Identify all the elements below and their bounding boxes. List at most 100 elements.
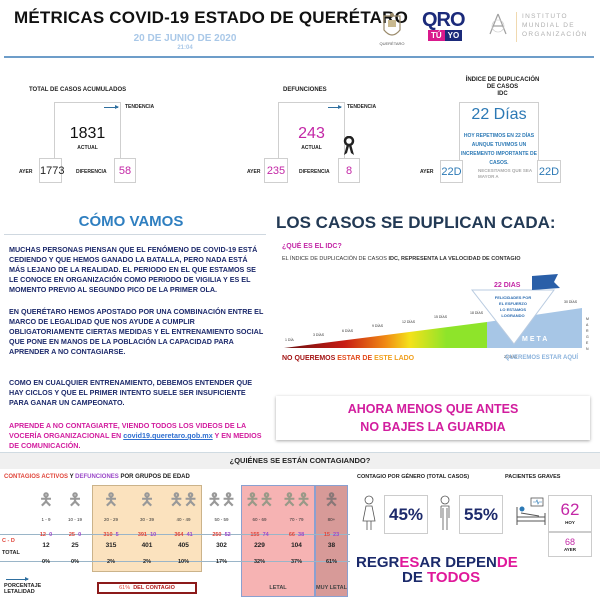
queremos-label: QUEREMOS ESTAR AQUÍ bbox=[505, 355, 579, 361]
gender-title: CONTAGIO POR GÉNERO (TOTAL CASOS) bbox=[357, 474, 470, 480]
total-diff-label: DIFERENCIA bbox=[76, 169, 107, 175]
deaths-yesterday-label: AYER bbox=[247, 169, 261, 175]
deaths-diff-label: DIFERENCIA bbox=[299, 169, 330, 175]
svg-text:R: R bbox=[586, 329, 589, 333]
deaths-yesterday: 235 bbox=[264, 158, 288, 183]
svg-text:E: E bbox=[586, 341, 589, 345]
deaths-title: DEFUNCIONES bbox=[283, 87, 327, 93]
contagio-summary: 61% DEL CONTAGIO bbox=[97, 582, 197, 594]
svg-text:G: G bbox=[586, 335, 589, 339]
adult-icon: 🯅 bbox=[103, 492, 119, 509]
trend-arrow-icon bbox=[104, 105, 119, 109]
como-vamos-paragraph-3: COMO EN CUALQUIER ENTRENAMIENTO, DEBEMOS… bbox=[9, 378, 253, 407]
severe-yesterday-box: 68 AYER bbox=[548, 532, 592, 557]
ahora-banner: AHORA MENOS QUE ANTES NO BAJES LA GUARDI… bbox=[276, 396, 590, 440]
pct-arrow-icon bbox=[6, 577, 29, 581]
svg-text:30 DÍAS: 30 DÍAS bbox=[564, 300, 578, 304]
age-group-40-49: 🯅🯅 40 - 49 364 41 405 10% bbox=[165, 485, 202, 565]
total-current-label: ACTUAL bbox=[77, 145, 98, 151]
severe-patients-title: PACIENTES GRAVES bbox=[505, 474, 561, 480]
como-vamos-divider bbox=[4, 234, 266, 235]
slogan: REGRESAR DEPENDE DE TODOS bbox=[356, 554, 518, 586]
idc-note: HOY REPETIMOS EN 22 DÍAS AUNQUE TUVIMOS … bbox=[461, 133, 537, 166]
age-group-50-59: 🯅🯅 50 - 59 250 52 302 17% bbox=[202, 485, 241, 565]
duplication-title: LOS CASOS SE DUPLICAN CADA: bbox=[276, 213, 556, 232]
idc-question: ¿QUÉ ES EL IDC? bbox=[282, 243, 342, 250]
svg-text:A: A bbox=[586, 323, 589, 327]
svg-text:21 DÍAS: 21 DÍAS bbox=[504, 355, 518, 359]
idc-current: 22 Días bbox=[471, 106, 527, 123]
trend-arrow-icon bbox=[328, 105, 342, 109]
header-divider bbox=[4, 56, 594, 58]
svg-text:12 DÍAS: 12 DÍAS bbox=[402, 320, 416, 324]
highlight-muy-letal bbox=[315, 485, 348, 597]
queretaro-logo-text: QUERÉTARO bbox=[379, 41, 405, 46]
covid-site-link[interactable]: covid19.queretaro.gob.mx bbox=[123, 431, 213, 440]
male-icon bbox=[440, 495, 450, 530]
report-time: 21:04 bbox=[177, 45, 193, 51]
mourning-ribbon-icon bbox=[343, 136, 355, 155]
idc-title: ÍNDICE DE DUPLICACIÓN DE CASOS IDC bbox=[465, 77, 540, 97]
total-cases-card bbox=[54, 102, 121, 162]
institute-name: INSTITUTO MUNDIAL DE ORGANIZACIÓN bbox=[522, 13, 588, 38]
couple-icon: 🯅🯅 bbox=[282, 492, 311, 509]
idc-card bbox=[459, 102, 539, 162]
queretaro-coat-of-arms-icon bbox=[383, 13, 401, 36]
svg-text:18 DÍAS: 18 DÍAS bbox=[470, 311, 484, 315]
row-label-total: TOTAL bbox=[2, 550, 20, 556]
svg-text:1 DÍA: 1 DÍA bbox=[285, 338, 294, 342]
como-vamos-paragraph-2: EN QUERÉTARO HEMOS APOSTADO POR UNA COMB… bbox=[9, 307, 264, 356]
letal-label: LETAL bbox=[269, 585, 287, 591]
svg-text:M: M bbox=[586, 317, 589, 321]
svg-text:FELICIDADES POR: FELICIDADES POR bbox=[495, 295, 532, 300]
age-group-20-29: 🯅 20 - 29 310 5 315 2% bbox=[93, 485, 129, 565]
report-date: 20 DE JUNIO DE 2020 bbox=[133, 33, 237, 44]
trend-label: TENDENCIA bbox=[347, 104, 377, 110]
female-icon bbox=[362, 495, 376, 530]
severe-today-box: 62 HOY bbox=[548, 495, 592, 532]
como-vamos-title: CÓMO VAMOS bbox=[78, 213, 184, 230]
age-group-60-69: 🯅🯅 60 - 69 155 74 229 32% bbox=[241, 485, 278, 565]
female-pct: 45% bbox=[384, 495, 428, 534]
svg-text:6 DÍAS: 6 DÍAS bbox=[342, 329, 354, 333]
idc-need: 22D bbox=[537, 160, 561, 183]
trend-label: TENDENCIA bbox=[125, 104, 155, 110]
idc-yesterday: 22D bbox=[440, 160, 463, 183]
deaths-current: 243 bbox=[298, 125, 325, 142]
svg-text:LOGRANDO: LOGRANDO bbox=[501, 313, 524, 318]
total-yesterday: 1773 bbox=[39, 158, 64, 183]
total-cases-title: TOTAL DE CASOS ACUMULADOS bbox=[29, 87, 127, 93]
idc-yesterday-label: AYER bbox=[420, 169, 434, 175]
teen-icon: 🯅 bbox=[67, 492, 83, 509]
row-label-cd: C - D bbox=[2, 538, 15, 544]
svg-text:LO ESTAMOS: LO ESTAMOS bbox=[500, 307, 526, 312]
highlight-letal bbox=[241, 485, 315, 597]
age-group-1-9: 🯅 1 - 9 12 0 12 0% bbox=[32, 485, 60, 565]
svg-text:9 DÍAS: 9 DÍAS bbox=[372, 324, 384, 328]
svg-text:EL ESFUERZO: EL ESFUERZO bbox=[499, 301, 527, 306]
couple-icon: 🯅🯅 bbox=[169, 492, 198, 509]
page-title: MÉTRICAS COVID-19 ESTADO DE QUERÉTARO bbox=[14, 8, 409, 27]
row-label-pct: PORCENTAJE LETALIDAD bbox=[4, 583, 42, 595]
como-vamos-paragraph-1: MUCHAS PERSONAS PIENSAN QUE EL FENÓMENO … bbox=[9, 245, 258, 294]
muy-letal-label: MUY LETAL bbox=[316, 585, 347, 591]
couple-icon: 🯅🯅 bbox=[207, 492, 236, 509]
child-icon: 🯅 bbox=[38, 492, 54, 509]
no-queremos-label: NO QUEREMOS ESTAR DE ESTE LADO bbox=[282, 355, 415, 362]
age-group-10-19: 🯅 10 - 19 25 0 25 0% bbox=[60, 485, 90, 565]
couple-icon: 🯅🯅 bbox=[245, 492, 274, 509]
age-group-80-plus: 🯅 80+ 15 23 38 61% bbox=[315, 485, 348, 565]
idc-need-label: NECESITAMOS QUE SEA MAYOR A bbox=[478, 168, 533, 179]
total-current: 1831 bbox=[69, 125, 106, 142]
male-pct: 55% bbox=[459, 495, 503, 534]
como-vamos-cta: APRENDE A NO CONTAGIARTE, VIENDO TODOS L… bbox=[9, 421, 262, 450]
qro-tu-yo-logo: QRO TÚ YO bbox=[422, 9, 466, 41]
hospital-bed-icon bbox=[516, 497, 546, 525]
elder-icon: 🯅 bbox=[324, 492, 339, 509]
quienes-title: ¿QUIÉNES SE ESTÁN CONTAGIANDO? bbox=[0, 452, 600, 469]
svg-text:22 DIAS: 22 DIAS bbox=[494, 282, 521, 289]
highlight-20-49 bbox=[92, 485, 202, 572]
institute-logo-icon bbox=[489, 13, 507, 35]
svg-text:15 DÍAS: 15 DÍAS bbox=[434, 315, 448, 319]
deaths-diff: 8 bbox=[338, 158, 360, 183]
